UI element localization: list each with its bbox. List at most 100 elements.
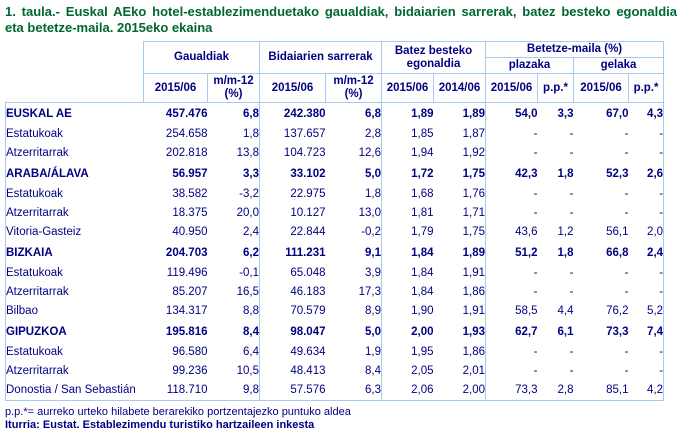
value-cell: 6,3 — [325, 381, 383, 401]
value-cell: - — [569, 346, 574, 358]
table-row: Estatukoak 254.658 1,8 137.657 2,8 1,85 1,87- -… — [5, 125, 665, 144]
value-cell: 1,2 — [557, 226, 574, 238]
value-cell: 46.183 — [290, 286, 326, 298]
value-cell: -0,2 — [325, 223, 383, 242]
value-cell: 73,3 — [485, 381, 538, 401]
row-label: Estatukoak — [5, 343, 144, 362]
value-cell: 1,72 — [411, 168, 434, 180]
value-cell: - — [533, 128, 538, 140]
value-cell: 2,00 — [411, 326, 434, 338]
value-cell: - — [628, 204, 665, 223]
value-cell: 56,1 — [606, 226, 629, 238]
value-cell: 65.048 — [290, 267, 326, 279]
col-header: 2015/06 — [485, 73, 539, 103]
value-cell: - — [628, 362, 665, 381]
header-row-groups: Gaualdiak Bidaiarien sarrerak Batez best… — [5, 41, 665, 103]
value-cell: 2,6 — [628, 163, 665, 185]
value-cell: 6,8 — [325, 102, 383, 125]
value-cell: 1,95 — [411, 346, 434, 358]
value-cell: - — [628, 343, 665, 362]
value-cell: 1,90 — [411, 305, 434, 317]
table-row: EUSKAL AE 457.476 6,8 242.380 6,8 1,89 1,89 54,… — [5, 102, 665, 125]
value-cell: 6,2 — [207, 242, 260, 264]
value-cell: 49.634 — [290, 346, 326, 358]
value-cell: 58,5 — [515, 305, 538, 317]
value-cell: 52,3 — [606, 168, 629, 180]
value-cell: 2,0 — [628, 223, 665, 242]
value-cell: 6,1 — [557, 326, 574, 338]
value-cell: 204.703 — [165, 247, 208, 259]
table-row: Atzerritarrak 85.207 16,5 46.183 17,3 1,84 1,8… — [5, 283, 665, 302]
value-cell: 1,71 — [433, 204, 487, 223]
table-row: Vitoria-Gasteiz 40.950 2,4 22.844 -0,2 1,79 1,… — [5, 223, 665, 242]
value-cell: 33.102 — [290, 168, 326, 180]
value-cell: - — [533, 188, 538, 200]
value-cell: - — [569, 188, 574, 200]
value-cell: 119.496 — [166, 267, 208, 279]
value-cell: 4,3 — [628, 102, 665, 125]
value-cell: 2,4 — [628, 242, 665, 264]
value-cell: 3,9 — [325, 264, 383, 283]
value-cell: 2,00 — [433, 381, 487, 401]
table-row: Estatukoak 96.580 6,4 49.634 1,9 1,95 1,86- - - - — [5, 343, 665, 362]
value-cell: 2,8 — [325, 125, 383, 144]
value-cell: 2,4 — [207, 223, 260, 242]
col-subgroup-plazaka: plazaka — [485, 57, 575, 74]
value-cell: 66,8 — [606, 247, 629, 259]
value-cell: 5,0 — [325, 321, 383, 343]
value-cell: - — [628, 264, 665, 283]
value-cell: 54,0 — [515, 108, 538, 120]
col-header: 2014/06 — [433, 73, 487, 103]
value-cell: 73,3 — [606, 326, 629, 338]
col-subgroup-gelaka: gelaka — [573, 57, 665, 74]
value-cell: 22.975 — [290, 188, 326, 200]
table-row: Estatukoak 38.582 -3,2 22.975 1,8 1,68 1,76- - -… — [5, 185, 665, 204]
value-cell: 1,91 — [433, 302, 487, 321]
value-cell: 5,0 — [325, 163, 383, 185]
value-cell: 1,86 — [433, 343, 487, 362]
value-cell: - — [624, 188, 629, 200]
value-cell: 43,6 — [515, 226, 538, 238]
row-label: BIZKAIA — [5, 242, 144, 264]
value-cell: 62,7 — [515, 326, 538, 338]
col-header: p.p.* — [537, 73, 575, 103]
value-cell: 1,81 — [411, 207, 434, 219]
table-row: BIZKAIA 204.703 6,2 111.231 9,1 1,84 1,89 51,2 1… — [5, 242, 665, 264]
value-cell: 1,86 — [433, 283, 487, 302]
value-cell: 1,94 — [411, 147, 434, 159]
value-cell: 104.723 — [283, 147, 326, 159]
value-cell: 8,4 — [207, 321, 260, 343]
value-cell: 98.047 — [290, 326, 326, 338]
value-cell: 22.844 — [290, 226, 326, 238]
value-cell: 1,84 — [411, 286, 434, 298]
value-cell: 134.317 — [165, 305, 208, 317]
value-cell: - — [624, 365, 629, 377]
value-cell: - — [624, 286, 629, 298]
value-cell: 6,4 — [207, 343, 260, 362]
value-cell: 96.580 — [172, 346, 208, 358]
value-cell: -3,2 — [207, 185, 260, 204]
row-label: EUSKAL AE — [5, 102, 144, 125]
value-cell: 457.476 — [165, 108, 208, 120]
value-cell: - — [533, 365, 538, 377]
value-cell: 42,3 — [515, 168, 538, 180]
value-cell: 8,4 — [325, 362, 383, 381]
value-cell: 195.816 — [165, 326, 208, 338]
value-cell: 1,75 — [433, 163, 487, 185]
value-cell: - — [628, 283, 665, 302]
value-cell: - — [533, 286, 538, 298]
row-label: Bilbao — [5, 302, 144, 321]
value-cell: 1,89 — [433, 102, 487, 125]
value-cell: - — [624, 147, 629, 159]
value-cell: 1,8 — [557, 247, 574, 259]
value-cell: 9,1 — [325, 242, 383, 264]
header-row-periods: 2015/06 m/m-12 (%) 2015/06 m/m-12 (%) 20… — [6, 73, 665, 103]
hotel-statistics-table: Gaualdiak Bidaiarien sarrerak Batez best… — [5, 41, 665, 401]
value-cell: 1,93 — [433, 321, 487, 343]
value-cell: 1,79 — [411, 226, 434, 238]
col-group-batez-besteko-egonaldia: Batez besteko egonaldia — [381, 41, 487, 74]
value-cell: - — [533, 147, 538, 159]
value-cell: 10.127 — [290, 207, 326, 219]
value-cell: 2,05 — [411, 365, 434, 377]
value-cell: 3,3 — [557, 108, 574, 120]
